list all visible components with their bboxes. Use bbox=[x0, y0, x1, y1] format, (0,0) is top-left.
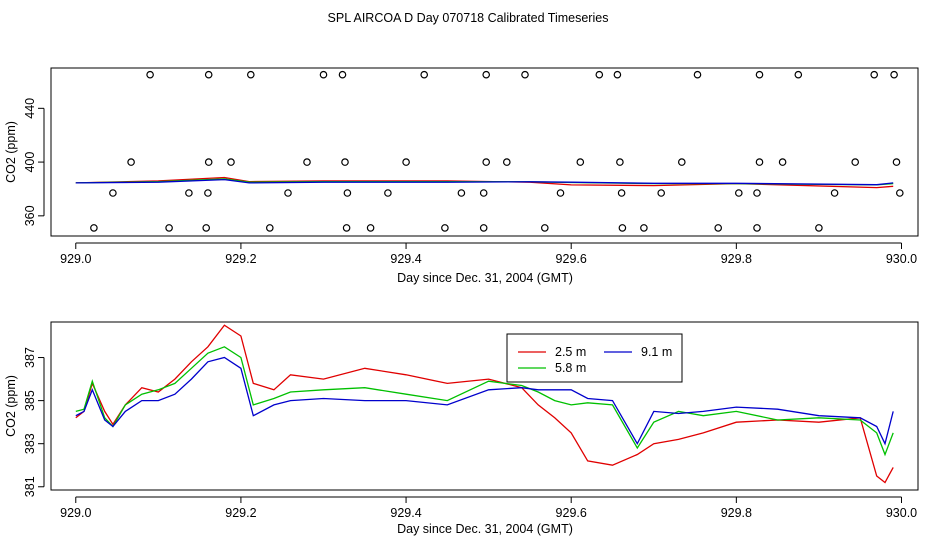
top-chart-series-9-1m bbox=[75, 178, 894, 186]
top-chart-reference-point bbox=[576, 158, 585, 166]
top-chart-x-tick-label: 930.0 bbox=[886, 252, 917, 266]
top-chart-reference-point bbox=[341, 158, 349, 166]
top-chart-y-label: CO2 (ppm) bbox=[4, 121, 18, 183]
bottom-chart-series-2-5m bbox=[75, 324, 894, 484]
top-chart-reference-point bbox=[366, 224, 375, 232]
top-chart-reference-point bbox=[815, 224, 823, 232]
top-chart-y-tick-label: 440 bbox=[23, 98, 37, 119]
top-chart-x-tick-label: 929.6 bbox=[556, 252, 587, 266]
bottom-chart-x-tick-label: 929.8 bbox=[721, 506, 752, 520]
top-chart-reference-point bbox=[794, 70, 803, 79]
top-chart-reference-point bbox=[109, 189, 117, 197]
top-chart-reference-point bbox=[303, 158, 311, 166]
top-chart-reference-point bbox=[482, 158, 491, 166]
top-chart-reference-point bbox=[613, 70, 622, 79]
top-chart-reference-point bbox=[618, 224, 627, 232]
legend-label-9-1m: 9.1 m bbox=[641, 345, 672, 359]
top-chart-reference-point bbox=[890, 70, 898, 79]
top-chart-reference-point bbox=[755, 158, 764, 166]
top-chart-reference-point bbox=[753, 224, 761, 232]
bottom-chart-x-tick-label: 929.4 bbox=[390, 506, 421, 520]
top-chart-reference-point bbox=[657, 189, 666, 197]
top-chart-reference-point bbox=[714, 224, 723, 232]
top-chart-reference-point bbox=[90, 224, 98, 232]
top-chart-reference-point bbox=[146, 70, 154, 79]
top-chart-x-tick-label: 929.4 bbox=[390, 252, 421, 266]
bottom-chart-x-tick-label: 929.6 bbox=[556, 506, 587, 520]
top-chart-x-tick-label: 929.2 bbox=[225, 252, 256, 266]
top-chart-reference-point bbox=[227, 158, 235, 166]
top-chart-reference-point bbox=[185, 189, 193, 197]
top-chart-x-label: Day since Dec. 31, 2004 (GMT) bbox=[397, 271, 573, 285]
top-chart-reference-point bbox=[755, 70, 764, 79]
bottom-chart-y-tick-label: 385 bbox=[23, 390, 37, 411]
top-chart-reference-point bbox=[595, 70, 604, 79]
top-chart-reference-point bbox=[204, 158, 213, 166]
top-chart-reference-point bbox=[479, 189, 488, 197]
legend: 2.5 m 5.8 m 9.1 m bbox=[506, 333, 683, 383]
top-chart-frame bbox=[50, 67, 919, 237]
top-chart-reference-point bbox=[247, 70, 255, 79]
top-chart-reference-point bbox=[895, 189, 904, 197]
top-chart-reference-point bbox=[202, 224, 211, 232]
top-chart-y-tick-label: 400 bbox=[23, 152, 37, 173]
top-chart-reference-point bbox=[457, 189, 466, 197]
bottom-chart-x-tick-label: 929.0 bbox=[60, 506, 91, 520]
top-chart-reference-point bbox=[342, 224, 351, 232]
top-chart-reference-point bbox=[640, 224, 648, 232]
bottom-chart-y-label: CO2 (ppm) bbox=[4, 375, 18, 437]
top-chart-reference-point bbox=[384, 189, 392, 197]
top-chart-reference-point bbox=[402, 158, 410, 166]
legend-label-2-5m: 2.5 m bbox=[555, 345, 586, 359]
top-chart-reference-point bbox=[540, 224, 549, 232]
top-chart-reference-point bbox=[753, 189, 761, 197]
bottom-chart-frame bbox=[50, 321, 919, 491]
top-chart: CO2 (ppm) Day since Dec. 31, 2004 (GMT) … bbox=[4, 67, 919, 285]
top-chart-reference-point bbox=[338, 70, 347, 79]
top-chart-reference-point bbox=[204, 189, 212, 197]
bottom-chart-y-tick-label: 387 bbox=[23, 347, 37, 368]
bottom-chart-y-tick-label: 381 bbox=[23, 476, 37, 497]
top-chart-reference-point bbox=[165, 224, 173, 232]
top-chart-reference-point bbox=[343, 189, 352, 197]
bottom-chart-x-tick-label: 929.2 bbox=[225, 506, 256, 520]
top-chart-reference-point bbox=[127, 158, 135, 166]
top-chart-reference-point bbox=[851, 158, 860, 166]
top-chart-reference-point bbox=[502, 158, 511, 166]
top-chart-reference-point bbox=[479, 224, 488, 232]
top-chart-reference-point bbox=[677, 158, 686, 166]
top-chart-reference-point bbox=[441, 224, 449, 232]
top-chart-reference-point bbox=[778, 158, 787, 166]
top-chart-reference-point bbox=[204, 70, 213, 79]
legend-box bbox=[506, 333, 683, 383]
bottom-chart-y-tick-label: 383 bbox=[23, 433, 37, 454]
top-chart-reference-point bbox=[617, 189, 626, 197]
top-chart-reference-point bbox=[556, 189, 565, 197]
top-chart-reference-point bbox=[284, 189, 292, 197]
bottom-chart-series-5-8m bbox=[75, 346, 894, 457]
top-chart-y-tick-label: 360 bbox=[23, 205, 37, 226]
top-chart-x-tick-label: 929.0 bbox=[60, 252, 91, 266]
bottom-chart-x-tick-label: 930.0 bbox=[886, 506, 917, 520]
bottom-chart-x-label: Day since Dec. 31, 2004 (GMT) bbox=[397, 522, 573, 536]
legend-label-5-8m: 5.8 m bbox=[555, 361, 586, 375]
top-chart-reference-point bbox=[521, 70, 529, 79]
top-chart-reference-point bbox=[420, 70, 429, 79]
top-chart-reference-point bbox=[892, 158, 901, 166]
top-chart-x-tick-label: 929.8 bbox=[721, 252, 752, 266]
top-chart-reference-point bbox=[319, 70, 328, 79]
top-chart-reference-point bbox=[734, 189, 743, 197]
top-chart-reference-point bbox=[870, 70, 879, 79]
top-chart-reference-point bbox=[830, 189, 839, 197]
top-chart-reference-point bbox=[265, 224, 274, 232]
top-chart-reference-point bbox=[482, 70, 491, 79]
top-chart-reference-point bbox=[693, 70, 702, 79]
top-chart-reference-point bbox=[616, 158, 624, 166]
bottom-chart: CO2 (ppm) Day since Dec. 31, 2004 (GMT) … bbox=[4, 321, 919, 536]
bottom-chart-series-9-1m bbox=[75, 356, 894, 446]
page-title: SPL AIRCOA D Day 070718 Calibrated Times… bbox=[328, 11, 609, 25]
